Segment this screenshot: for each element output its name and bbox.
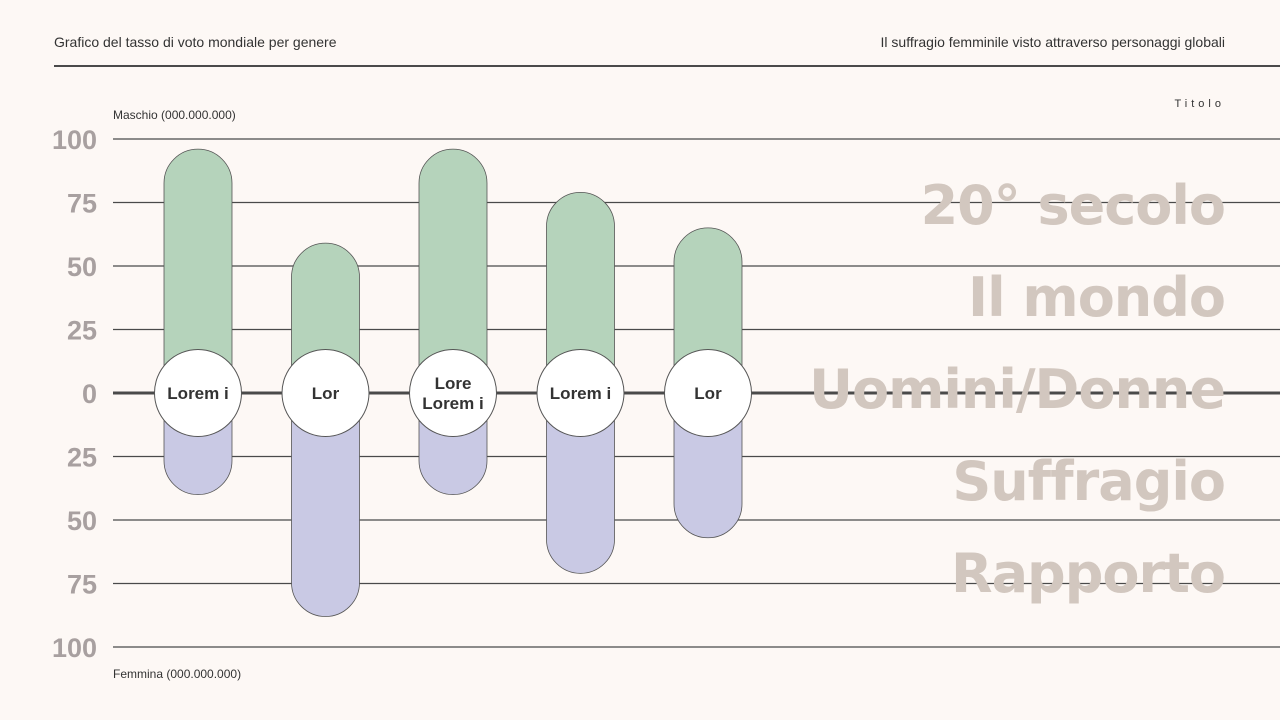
big-title-5: Rapporto xyxy=(951,542,1226,605)
category-circle-2 xyxy=(281,349,370,437)
y-tick-label-top-1: 75 xyxy=(67,189,97,219)
y-tick-label-bottom-3: 100 xyxy=(52,633,97,663)
category-label-2-1: Lor xyxy=(312,384,340,403)
category-circle-5 xyxy=(664,349,752,437)
female-axis-label: Femmina (000.000.000) xyxy=(113,667,242,681)
male-bar-5 xyxy=(673,227,743,394)
big-title-2: Il mondo xyxy=(968,266,1226,329)
category-label-3-1: Lore xyxy=(435,374,472,393)
y-tick-label-bottom-1: 50 xyxy=(67,506,97,536)
small-title: Titolo xyxy=(1174,98,1225,110)
category-circle-3 xyxy=(409,349,497,437)
y-tick-label-top-2: 50 xyxy=(67,252,97,282)
category-label-1-1: Lorem i xyxy=(167,384,228,403)
chart-header-left: Grafico del tasso di voto mondiale per g… xyxy=(54,34,337,50)
big-title-1: 20° secolo xyxy=(920,174,1226,237)
male-axis-label: Maschio (000.000.000) xyxy=(113,108,236,122)
y-tick-label-top-0: 100 xyxy=(52,125,97,155)
male-bar-4 xyxy=(546,191,615,394)
female-bar-4 xyxy=(546,392,615,574)
big-title-4: Suffragio xyxy=(952,450,1226,513)
male-bar-1 xyxy=(163,148,233,394)
chart-header-right: Il suffragio femminile visto attraverso … xyxy=(880,34,1225,50)
male-bar-3 xyxy=(418,148,488,394)
big-title-3: Uomini/Donne xyxy=(809,358,1226,421)
category-circle-4 xyxy=(536,349,625,437)
female-bar-2 xyxy=(291,392,360,617)
category-label-5-1: Lor xyxy=(694,384,722,403)
header-divider xyxy=(54,65,1280,67)
y-tick-label-bottom-2: 75 xyxy=(67,570,97,600)
y-tick-label-bottom-0: 25 xyxy=(67,443,97,473)
big-titles: 20° secolo Il mondo Uomini/Donne Suffrag… xyxy=(809,160,1226,620)
category-label-3-2: Lorem i xyxy=(422,394,483,413)
y-tick-label-zero: 0 xyxy=(82,379,97,409)
category-label-4-1: Lorem i xyxy=(550,384,611,403)
y-tick-label-top-3: 25 xyxy=(67,316,97,346)
category-circle-1 xyxy=(154,349,242,437)
